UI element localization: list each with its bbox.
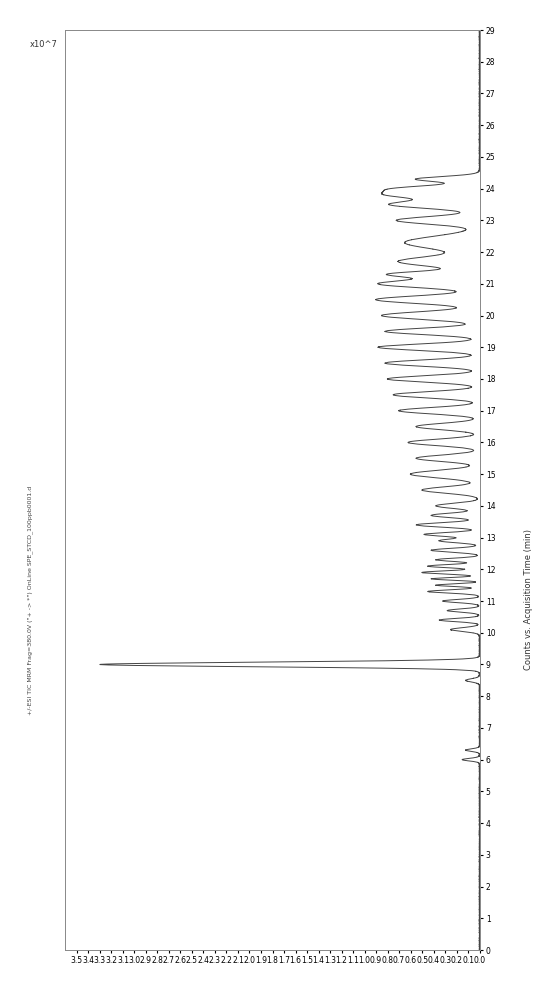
Text: Counts vs. Acquisition Time (min): Counts vs. Acquisition Time (min) — [524, 530, 533, 670]
Text: +/-ESI TIC MRM Frag=380.0V ("+ -> *") OnLine SPE_STCD_100ppb0001.d: +/-ESI TIC MRM Frag=380.0V ("+ -> *") On… — [27, 485, 33, 715]
Text: x10^7: x10^7 — [30, 40, 58, 49]
